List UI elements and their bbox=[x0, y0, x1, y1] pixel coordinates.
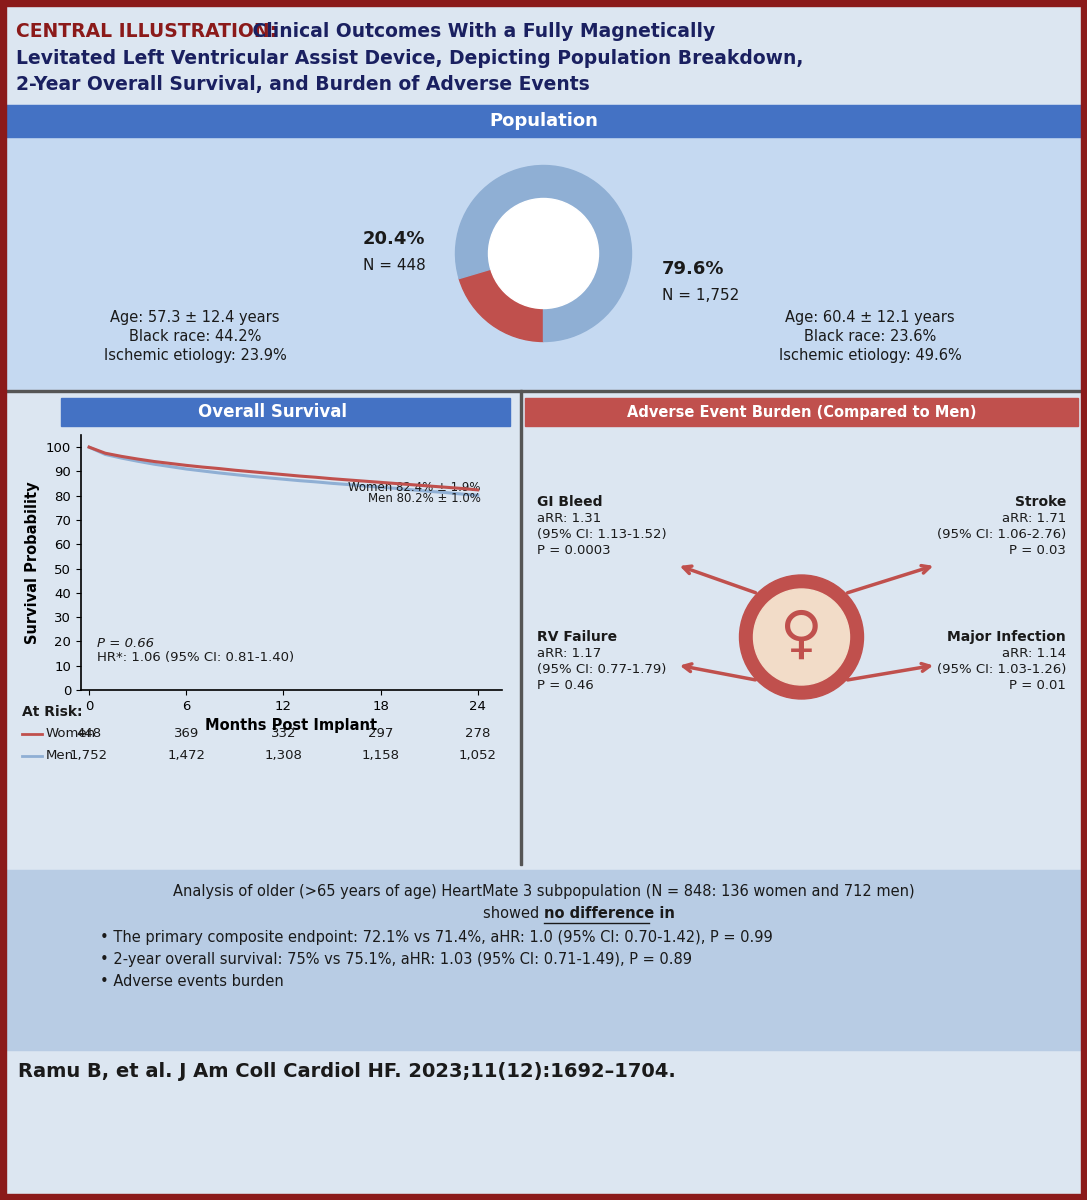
X-axis label: Months Post Implant: Months Post Implant bbox=[205, 719, 377, 733]
Text: RV Failure: RV Failure bbox=[537, 630, 617, 644]
Bar bbox=[7, 390, 1080, 865]
Text: CENTRAL ILLUSTRATION:: CENTRAL ILLUSTRATION: bbox=[16, 22, 277, 41]
Text: Men 80.2% ± 1.0%: Men 80.2% ± 1.0% bbox=[368, 492, 480, 505]
Text: Ramu B, et al. J Am Coll Cardiol HF. 2023;11(12):1692–1704.: Ramu B, et al. J Am Coll Cardiol HF. 202… bbox=[18, 1062, 676, 1081]
Bar bbox=[0, 0, 7, 1200]
Circle shape bbox=[488, 198, 599, 308]
Text: N = 1,752: N = 1,752 bbox=[662, 288, 739, 304]
Text: 1,158: 1,158 bbox=[362, 749, 400, 762]
Text: Major Infection: Major Infection bbox=[947, 630, 1066, 644]
Bar bbox=[0, 0, 1087, 6]
Bar bbox=[7, 870, 1080, 1050]
Text: Black race: 44.2%: Black race: 44.2% bbox=[129, 329, 261, 344]
Text: At Risk:: At Risk: bbox=[22, 704, 83, 719]
Text: 448: 448 bbox=[76, 727, 102, 740]
Text: Adverse Event Burden (Compared to Men): Adverse Event Burden (Compared to Men) bbox=[627, 404, 976, 420]
Text: • The primary composite endpoint: 72.1% vs 71.4%, aHR: 1.0 (95% CI: 0.70-1.42), : • The primary composite endpoint: 72.1% … bbox=[100, 930, 773, 946]
Text: P = 0.46: P = 0.46 bbox=[537, 679, 594, 692]
Wedge shape bbox=[459, 269, 544, 342]
Text: Age: 57.3 ± 12.4 years: Age: 57.3 ± 12.4 years bbox=[110, 310, 279, 325]
Text: • 2-year overall survival: 75% vs 75.1%, aHR: 1.03 (95% CI: 0.71-1.49), P = 0.89: • 2-year overall survival: 75% vs 75.1%,… bbox=[100, 952, 692, 967]
Text: showed: showed bbox=[483, 906, 544, 922]
Text: (95% CI: 0.77-1.79): (95% CI: 0.77-1.79) bbox=[537, 662, 666, 676]
Bar bbox=[520, 390, 522, 865]
Text: 2-Year Overall Survival, and Burden of Adverse Events: 2-Year Overall Survival, and Burden of A… bbox=[16, 74, 590, 94]
Text: 1,052: 1,052 bbox=[459, 749, 497, 762]
Text: (95% CI: 1.03-1.26): (95% CI: 1.03-1.26) bbox=[937, 662, 1066, 676]
Text: Women 82.4% ± 1.9%: Women 82.4% ± 1.9% bbox=[349, 481, 480, 493]
Text: GI Bleed: GI Bleed bbox=[537, 494, 602, 509]
Text: Stroke: Stroke bbox=[1014, 494, 1066, 509]
Text: Population: Population bbox=[489, 112, 598, 130]
Text: Clinical Outcomes With a Fully Magnetically: Clinical Outcomes With a Fully Magnetica… bbox=[246, 22, 715, 41]
Text: N = 448: N = 448 bbox=[363, 258, 425, 274]
Text: 332: 332 bbox=[271, 727, 296, 740]
Text: P = 0.0003: P = 0.0003 bbox=[537, 544, 611, 557]
Y-axis label: Survival Probability: Survival Probability bbox=[25, 481, 40, 644]
Text: P = 0.03: P = 0.03 bbox=[1009, 544, 1066, 557]
Text: Women: Women bbox=[46, 727, 96, 740]
Text: 20.4%: 20.4% bbox=[363, 230, 425, 248]
Circle shape bbox=[739, 575, 863, 698]
Bar bbox=[7, 6, 1080, 104]
Text: P = 0.66: P = 0.66 bbox=[97, 636, 154, 649]
Bar bbox=[7, 104, 1080, 137]
Bar bbox=[1080, 0, 1087, 1200]
Text: aRR: 1.14: aRR: 1.14 bbox=[1002, 647, 1066, 660]
Text: 1,308: 1,308 bbox=[264, 749, 302, 762]
Text: no difference in: no difference in bbox=[544, 906, 674, 922]
Text: 369: 369 bbox=[174, 727, 199, 740]
Text: (95% CI: 1.13-1.52): (95% CI: 1.13-1.52) bbox=[537, 528, 666, 541]
Text: Ischemic etiology: 23.9%: Ischemic etiology: 23.9% bbox=[103, 348, 286, 362]
Bar bbox=[525, 398, 1078, 426]
Text: 79.6%: 79.6% bbox=[662, 260, 724, 278]
Text: HR*: 1.06 (95% CI: 0.81-1.40): HR*: 1.06 (95% CI: 0.81-1.40) bbox=[97, 652, 295, 664]
Text: (95% CI: 1.06-2.76): (95% CI: 1.06-2.76) bbox=[937, 528, 1066, 541]
Text: Analysis of older (>65 years of age) HeartMate 3 subpopulation (N = 848: 136 wom: Analysis of older (>65 years of age) Hea… bbox=[173, 884, 914, 899]
Text: Black race: 23.6%: Black race: 23.6% bbox=[804, 329, 936, 344]
Bar bbox=[61, 398, 510, 426]
Text: aRR: 1.17: aRR: 1.17 bbox=[537, 647, 601, 660]
Text: 297: 297 bbox=[367, 727, 393, 740]
Text: ♀: ♀ bbox=[780, 606, 823, 664]
Text: 1,752: 1,752 bbox=[70, 749, 109, 762]
Text: 1,472: 1,472 bbox=[167, 749, 205, 762]
Text: aRR: 1.31: aRR: 1.31 bbox=[537, 512, 601, 526]
Text: P = 0.01: P = 0.01 bbox=[1009, 679, 1066, 692]
Circle shape bbox=[753, 589, 850, 685]
Text: • Adverse events burden: • Adverse events burden bbox=[100, 974, 284, 989]
Text: Men: Men bbox=[46, 749, 74, 762]
Text: Ischemic etiology: 49.6%: Ischemic etiology: 49.6% bbox=[778, 348, 961, 362]
Text: 278: 278 bbox=[465, 727, 490, 740]
Text: aRR: 1.71: aRR: 1.71 bbox=[1002, 512, 1066, 526]
Bar bbox=[0, 1194, 1087, 1200]
Text: :: : bbox=[649, 906, 653, 922]
Text: Levitated Left Ventricular Assist Device, Depicting Population Breakdown,: Levitated Left Ventricular Assist Device… bbox=[16, 49, 803, 68]
Bar bbox=[7, 390, 1080, 392]
Wedge shape bbox=[455, 166, 632, 342]
Text: Overall Survival: Overall Survival bbox=[199, 403, 348, 421]
Bar bbox=[7, 104, 1080, 390]
Text: Age: 60.4 ± 12.1 years: Age: 60.4 ± 12.1 years bbox=[785, 310, 954, 325]
